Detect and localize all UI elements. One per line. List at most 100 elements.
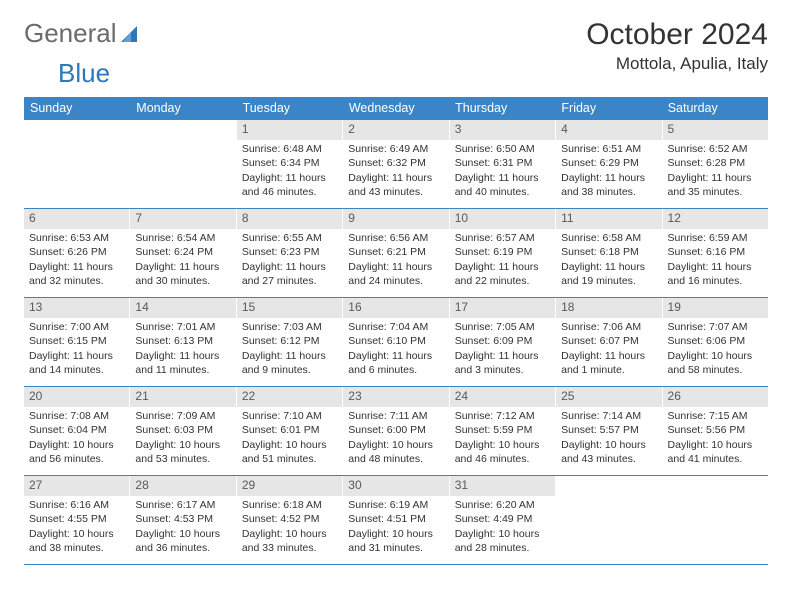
daylight-text: Daylight: 11 hours and 11 minutes. [135,350,230,377]
sunset-text: Sunset: 6:16 PM [668,246,763,260]
day-content: Sunrise: 7:05 AMSunset: 6:09 PMDaylight:… [450,318,555,383]
weekday-header: Monday [130,97,236,119]
day-content: Sunrise: 6:55 AMSunset: 6:23 PMDaylight:… [237,229,342,294]
day-cell: 19Sunrise: 7:07 AMSunset: 6:06 PMDayligh… [663,298,768,386]
day-number: 15 [237,298,342,318]
day-number: 4 [556,120,661,140]
sunrise-text: Sunrise: 6:51 AM [561,143,656,157]
weekday-header: Thursday [449,97,555,119]
daylight-text: Daylight: 11 hours and 24 minutes. [348,261,443,288]
day-number: 21 [130,387,235,407]
day-content: Sunrise: 7:14 AMSunset: 5:57 PMDaylight:… [556,407,661,472]
sunrise-text: Sunrise: 7:07 AM [668,321,763,335]
sunset-text: Sunset: 4:49 PM [455,513,550,527]
day-content: Sunrise: 7:06 AMSunset: 6:07 PMDaylight:… [556,318,661,383]
day-number: 23 [343,387,448,407]
daylight-text: Daylight: 10 hours and 46 minutes. [455,439,550,466]
sunrise-text: Sunrise: 7:06 AM [561,321,656,335]
sunrise-text: Sunrise: 6:16 AM [29,499,124,513]
sunset-text: Sunset: 6:23 PM [242,246,337,260]
day-cell: 2Sunrise: 6:49 AMSunset: 6:32 PMDaylight… [343,120,449,208]
week-row: 20Sunrise: 7:08 AMSunset: 6:04 PMDayligh… [24,386,768,475]
sunset-text: Sunset: 4:51 PM [348,513,443,527]
sunrise-text: Sunrise: 7:08 AM [29,410,124,424]
week-row: 1Sunrise: 6:48 AMSunset: 6:34 PMDaylight… [24,119,768,208]
sunrise-text: Sunrise: 7:12 AM [455,410,550,424]
day-number: 11 [556,209,661,229]
week-row: 27Sunrise: 6:16 AMSunset: 4:55 PMDayligh… [24,475,768,565]
sunrise-text: Sunrise: 6:50 AM [455,143,550,157]
day-number: 24 [450,387,555,407]
daylight-text: Daylight: 10 hours and 56 minutes. [29,439,124,466]
day-cell: 4Sunrise: 6:51 AMSunset: 6:29 PMDaylight… [556,120,662,208]
sunrise-text: Sunrise: 7:14 AM [561,410,656,424]
day-cell: 16Sunrise: 7:04 AMSunset: 6:10 PMDayligh… [343,298,449,386]
month-title: October 2024 [586,18,768,52]
day-number: 12 [663,209,768,229]
day-cell: 5Sunrise: 6:52 AMSunset: 6:28 PMDaylight… [663,120,768,208]
day-number: 27 [24,476,129,496]
sunrise-text: Sunrise: 6:57 AM [455,232,550,246]
day-content: Sunrise: 6:54 AMSunset: 6:24 PMDaylight:… [130,229,235,294]
day-content: Sunrise: 7:08 AMSunset: 6:04 PMDaylight:… [24,407,129,472]
sunset-text: Sunset: 6:03 PM [135,424,230,438]
sunrise-text: Sunrise: 6:55 AM [242,232,337,246]
day-number: 22 [237,387,342,407]
sunset-text: Sunset: 6:07 PM [561,335,656,349]
sunrise-text: Sunrise: 6:18 AM [242,499,337,513]
sunrise-text: Sunrise: 6:19 AM [348,499,443,513]
day-cell: 9Sunrise: 6:56 AMSunset: 6:21 PMDaylight… [343,209,449,297]
day-cell: 20Sunrise: 7:08 AMSunset: 6:04 PMDayligh… [24,387,130,475]
day-number: 20 [24,387,129,407]
daylight-text: Daylight: 11 hours and 40 minutes. [455,172,550,199]
sunset-text: Sunset: 6:13 PM [135,335,230,349]
day-number: 9 [343,209,448,229]
day-content: Sunrise: 6:52 AMSunset: 6:28 PMDaylight:… [663,140,768,205]
day-number: 17 [450,298,555,318]
daylight-text: Daylight: 11 hours and 3 minutes. [455,350,550,377]
sunset-text: Sunset: 4:52 PM [242,513,337,527]
daylight-text: Daylight: 11 hours and 38 minutes. [561,172,656,199]
day-content: Sunrise: 7:04 AMSunset: 6:10 PMDaylight:… [343,318,448,383]
weekday-header: Wednesday [343,97,449,119]
sunrise-text: Sunrise: 7:15 AM [668,410,763,424]
week-row: 6Sunrise: 6:53 AMSunset: 6:26 PMDaylight… [24,208,768,297]
sunset-text: Sunset: 6:04 PM [29,424,124,438]
day-cell: 18Sunrise: 7:06 AMSunset: 6:07 PMDayligh… [556,298,662,386]
sunrise-text: Sunrise: 7:09 AM [135,410,230,424]
sunset-text: Sunset: 6:18 PM [561,246,656,260]
day-content: Sunrise: 6:18 AMSunset: 4:52 PMDaylight:… [237,496,342,561]
sunrise-text: Sunrise: 7:10 AM [242,410,337,424]
day-number: 29 [237,476,342,496]
sunset-text: Sunset: 4:53 PM [135,513,230,527]
sunset-text: Sunset: 5:56 PM [668,424,763,438]
sunset-text: Sunset: 6:32 PM [348,157,443,171]
day-number: 25 [556,387,661,407]
day-content: Sunrise: 7:03 AMSunset: 6:12 PMDaylight:… [237,318,342,383]
day-number: 8 [237,209,342,229]
day-content: Sunrise: 6:17 AMSunset: 4:53 PMDaylight:… [130,496,235,561]
sunrise-text: Sunrise: 6:54 AM [135,232,230,246]
logo: General [24,18,141,49]
daylight-text: Daylight: 10 hours and 51 minutes. [242,439,337,466]
sunrise-text: Sunrise: 7:05 AM [455,321,550,335]
day-content: Sunrise: 6:49 AMSunset: 6:32 PMDaylight:… [343,140,448,205]
sunset-text: Sunset: 6:00 PM [348,424,443,438]
daylight-text: Daylight: 10 hours and 48 minutes. [348,439,443,466]
day-number: 13 [24,298,129,318]
day-cell: 24Sunrise: 7:12 AMSunset: 5:59 PMDayligh… [450,387,556,475]
daylight-text: Daylight: 11 hours and 46 minutes. [242,172,337,199]
day-content: Sunrise: 6:20 AMSunset: 4:49 PMDaylight:… [450,496,555,561]
empty-day-cell [556,476,662,564]
sunset-text: Sunset: 5:57 PM [561,424,656,438]
day-content: Sunrise: 7:10 AMSunset: 6:01 PMDaylight:… [237,407,342,472]
week-row: 13Sunrise: 7:00 AMSunset: 6:15 PMDayligh… [24,297,768,386]
day-number: 2 [343,120,448,140]
sunrise-text: Sunrise: 6:17 AM [135,499,230,513]
day-cell: 6Sunrise: 6:53 AMSunset: 6:26 PMDaylight… [24,209,130,297]
day-number: 1 [237,120,342,140]
sunrise-text: Sunrise: 7:00 AM [29,321,124,335]
calendar: SundayMondayTuesdayWednesdayThursdayFrid… [24,97,768,565]
sunrise-text: Sunrise: 6:53 AM [29,232,124,246]
day-cell: 17Sunrise: 7:05 AMSunset: 6:09 PMDayligh… [450,298,556,386]
